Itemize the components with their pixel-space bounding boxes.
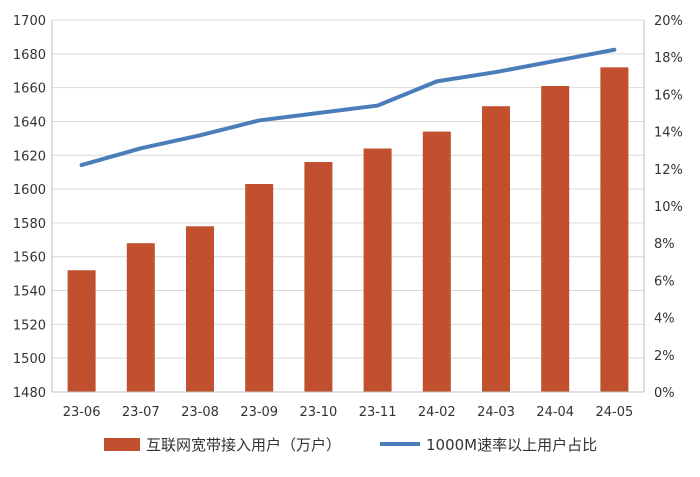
x-tick-label: 23-07 [122,405,160,420]
x-tick-label: 23-11 [359,405,397,420]
bar [67,270,96,392]
y-right-tick-label: 14% [654,126,683,141]
x-tick-label: 24-02 [418,405,456,420]
bar [541,85,570,392]
legend-label-line: 1000M速率以上用户占比 [426,436,597,454]
bar [422,131,451,392]
legend-label-bar: 互联网宽带接入用户（万户） [146,436,341,454]
y-left-tick-label: 1480 [13,386,46,401]
y-right-tick-label: 4% [654,312,675,327]
bar [186,226,214,392]
right-axis-ticks: 0% 2% 4% 6% 8% 10% 12% 14% 16% 18% 20% [654,14,683,401]
axes [51,20,645,393]
y-right-tick-label: 0% [654,386,675,401]
y-left-tick-label: 1640 [13,115,46,130]
y-right-tick-label: 10% [654,200,683,215]
legend: 互联网宽带接入用户（万户） 1000M速率以上用户占比 [104,436,597,454]
y-left-tick-label: 1700 [13,14,46,29]
left-axis-ticks: 1480 1500 1520 1540 1560 1580 1600 1620 1640 1660… [13,14,46,401]
y-left-tick-label: 1540 [13,285,46,300]
bar [126,243,155,392]
y-right-tick-label: 12% [654,163,683,178]
bar [245,184,274,392]
bar-series [67,67,629,393]
x-tick-label: 23-10 [300,405,338,420]
y-right-tick-label: 20% [654,14,683,29]
y-left-tick-label: 1680 [13,48,46,63]
y-left-tick-label: 1660 [13,82,46,97]
bar [600,67,629,392]
y-right-tick-label: 18% [654,51,683,66]
y-left-tick-label: 1620 [13,149,46,164]
bar [363,148,392,392]
y-left-tick-label: 1560 [13,251,46,266]
x-tick-label: 23-06 [63,405,101,420]
x-axis-ticks: 23-06 23-07 23-08 23-09 23-10 23-11 24-02 24-03… [63,405,634,420]
y-right-tick-label: 6% [654,274,675,289]
y-left-tick-label: 1500 [13,352,46,367]
x-tick-label: 24-03 [477,405,515,420]
y-right-tick-label: 2% [654,349,675,364]
y-left-tick-label: 1580 [13,217,46,232]
y-right-tick-label: 16% [654,88,683,103]
bar [482,106,510,393]
x-tick-label: 23-09 [240,405,278,420]
x-tick-label: 23-08 [181,405,219,420]
line-path [79,47,617,168]
bar [304,162,333,392]
line-series [79,47,617,168]
x-tick-label: 24-05 [596,405,634,420]
y-left-tick-label: 1600 [13,183,46,198]
legend-swatch-bar [104,438,140,451]
y-right-tick-label: 8% [654,237,675,252]
x-tick-label: 24-04 [536,405,574,420]
y-left-tick-label: 1520 [13,318,46,333]
